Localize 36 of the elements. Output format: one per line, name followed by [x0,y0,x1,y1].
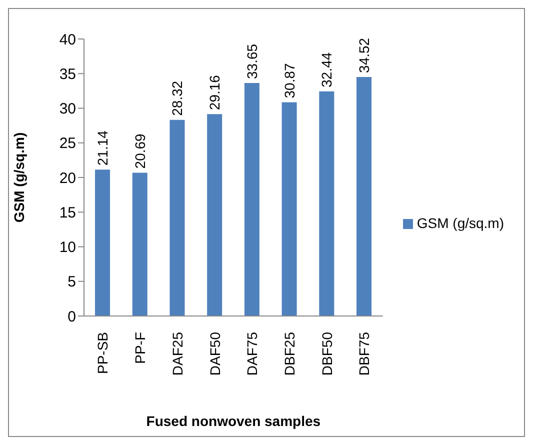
bar [170,120,185,316]
x-tick-label: PP-SB [94,332,111,374]
x-tick-label: DBF75 [356,332,372,376]
data-label: 21.14 [94,130,110,166]
y-tick-label: 5 [68,274,76,291]
bar [244,82,260,316]
y-tick-label: 25 [59,135,76,152]
x-tick-label: DAF50 [206,332,223,376]
y-axis-title: GSM (g/sq.m) [10,132,27,223]
y-tick-label: 40 [59,31,76,48]
x-tick-label: DBF50 [318,332,335,376]
x-tick-label: PP-F [132,332,148,364]
data-label: 28.32 [169,80,186,116]
x-tick-label: DAF75 [244,332,260,376]
bar [95,170,110,316]
y-tick-label: 10 [59,239,76,256]
bar [356,76,372,316]
bar [207,114,222,316]
bar [319,91,334,316]
data-label: 30.87 [281,62,298,98]
data-label: 34.52 [356,38,372,73]
y-tick-label: 15 [59,204,76,222]
legend-label: GSM (g/sq.m) [416,214,504,230]
y-tick-label: 20 [59,170,76,187]
x-axis-title: Fused nonwoven samples [146,413,321,429]
y-tick-label: 30 [59,100,76,118]
bar [132,172,148,316]
y-tick-label: 0 [68,308,76,326]
bar [282,102,297,316]
data-label: 29.16 [206,74,223,110]
x-tick-label: DBF25 [281,332,298,376]
data-label: 33.65 [244,44,260,79]
data-label: 32.44 [318,52,335,88]
data-label: 20.69 [132,133,148,169]
y-tick-label: 35 [59,66,76,83]
x-tick-label: DAF25 [169,332,186,376]
